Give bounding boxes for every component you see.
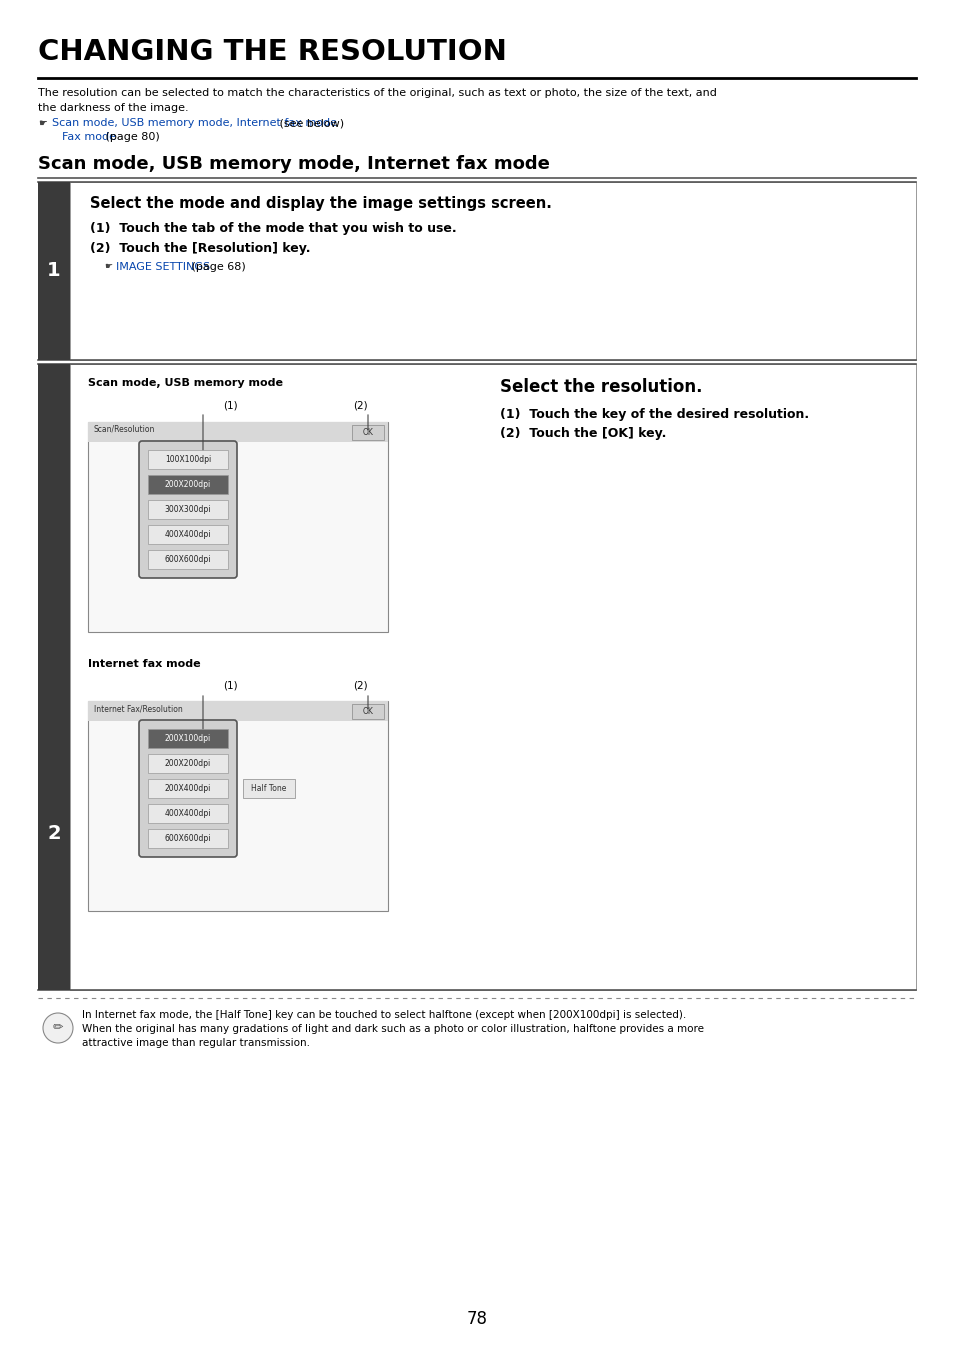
Bar xyxy=(148,830,228,848)
Text: Scan mode, USB memory mode, Internet fax mode: Scan mode, USB memory mode, Internet fax… xyxy=(38,155,549,173)
Bar xyxy=(148,476,228,494)
Text: (1)  Touch the key of the desired resolution.: (1) Touch the key of the desired resolut… xyxy=(499,408,808,422)
Text: Scan mode, USB memory mode, Internet fax mode: Scan mode, USB memory mode, Internet fax… xyxy=(52,118,336,128)
Bar xyxy=(88,422,388,632)
Bar xyxy=(148,526,228,544)
Text: 2: 2 xyxy=(47,824,61,843)
Bar xyxy=(148,500,228,519)
Text: OK: OK xyxy=(362,428,373,436)
Text: 200X200dpi: 200X200dpi xyxy=(165,759,211,767)
Text: (2): (2) xyxy=(353,400,367,409)
Bar xyxy=(243,780,294,798)
Text: Half Tone: Half Tone xyxy=(251,784,287,793)
Text: 400X400dpi: 400X400dpi xyxy=(165,530,211,539)
Text: attractive image than regular transmission.: attractive image than regular transmissi… xyxy=(82,1038,310,1048)
Bar xyxy=(88,701,388,911)
Text: 200X100dpi: 200X100dpi xyxy=(165,734,211,743)
Bar xyxy=(352,426,384,440)
Text: Internet fax mode: Internet fax mode xyxy=(88,659,200,669)
Text: 1: 1 xyxy=(47,262,61,281)
Text: IMAGE SETTINGS: IMAGE SETTINGS xyxy=(116,262,210,272)
Text: 400X400dpi: 400X400dpi xyxy=(165,809,211,817)
Bar xyxy=(352,704,384,719)
Text: Select the mode and display the image settings screen.: Select the mode and display the image se… xyxy=(90,196,551,211)
Text: (1)  Touch the tab of the mode that you wish to use.: (1) Touch the tab of the mode that you w… xyxy=(90,222,456,235)
Bar xyxy=(148,754,228,773)
Bar xyxy=(148,780,228,798)
Bar xyxy=(148,550,228,569)
Text: 300X300dpi: 300X300dpi xyxy=(165,505,211,513)
Text: Select the resolution.: Select the resolution. xyxy=(499,378,701,396)
Text: 100X100dpi: 100X100dpi xyxy=(165,455,211,463)
Text: Internet Fax/Resolution: Internet Fax/Resolution xyxy=(94,704,183,713)
Text: (2)  Touch the [Resolution] key.: (2) Touch the [Resolution] key. xyxy=(90,242,310,255)
Text: (page 80): (page 80) xyxy=(102,132,159,142)
Text: 600X600dpi: 600X600dpi xyxy=(165,834,211,843)
Bar xyxy=(38,363,70,990)
Text: When the original has many gradations of light and dark such as a photo or color: When the original has many gradations of… xyxy=(82,1024,703,1034)
Bar xyxy=(88,422,388,442)
Text: Fax mode: Fax mode xyxy=(62,132,116,142)
Text: ☛: ☛ xyxy=(38,118,47,128)
Text: (2)  Touch the [OK] key.: (2) Touch the [OK] key. xyxy=(499,427,666,440)
Text: OK: OK xyxy=(362,707,373,716)
Bar xyxy=(70,182,915,359)
Text: Scan/Resolution: Scan/Resolution xyxy=(94,426,155,434)
Bar xyxy=(88,701,388,721)
Bar xyxy=(70,363,915,990)
Circle shape xyxy=(43,1013,73,1043)
Text: Scan mode, USB memory mode: Scan mode, USB memory mode xyxy=(88,378,283,388)
Text: (see below): (see below) xyxy=(275,118,344,128)
Bar xyxy=(148,450,228,469)
FancyBboxPatch shape xyxy=(139,440,236,578)
Text: the darkness of the image.: the darkness of the image. xyxy=(38,103,189,113)
Text: 200X400dpi: 200X400dpi xyxy=(165,784,211,793)
Bar xyxy=(148,730,228,748)
Text: CHANGING THE RESOLUTION: CHANGING THE RESOLUTION xyxy=(38,38,506,66)
Text: (2): (2) xyxy=(353,681,367,690)
FancyBboxPatch shape xyxy=(139,720,236,857)
Text: (1): (1) xyxy=(222,681,237,690)
Bar xyxy=(148,804,228,823)
Text: The resolution can be selected to match the characteristics of the original, suc: The resolution can be selected to match … xyxy=(38,88,716,99)
Text: ☛: ☛ xyxy=(104,262,112,272)
Text: 200X200dpi: 200X200dpi xyxy=(165,480,211,489)
Text: (1): (1) xyxy=(222,400,237,409)
Text: In Internet fax mode, the [Half Tone] key can be touched to select halftone (exc: In Internet fax mode, the [Half Tone] ke… xyxy=(82,1011,685,1020)
Text: 78: 78 xyxy=(466,1310,487,1328)
Text: 600X600dpi: 600X600dpi xyxy=(165,555,211,563)
Text: ✏: ✏ xyxy=(52,1021,63,1035)
Text: (page 68): (page 68) xyxy=(188,262,246,272)
Bar xyxy=(38,182,70,359)
